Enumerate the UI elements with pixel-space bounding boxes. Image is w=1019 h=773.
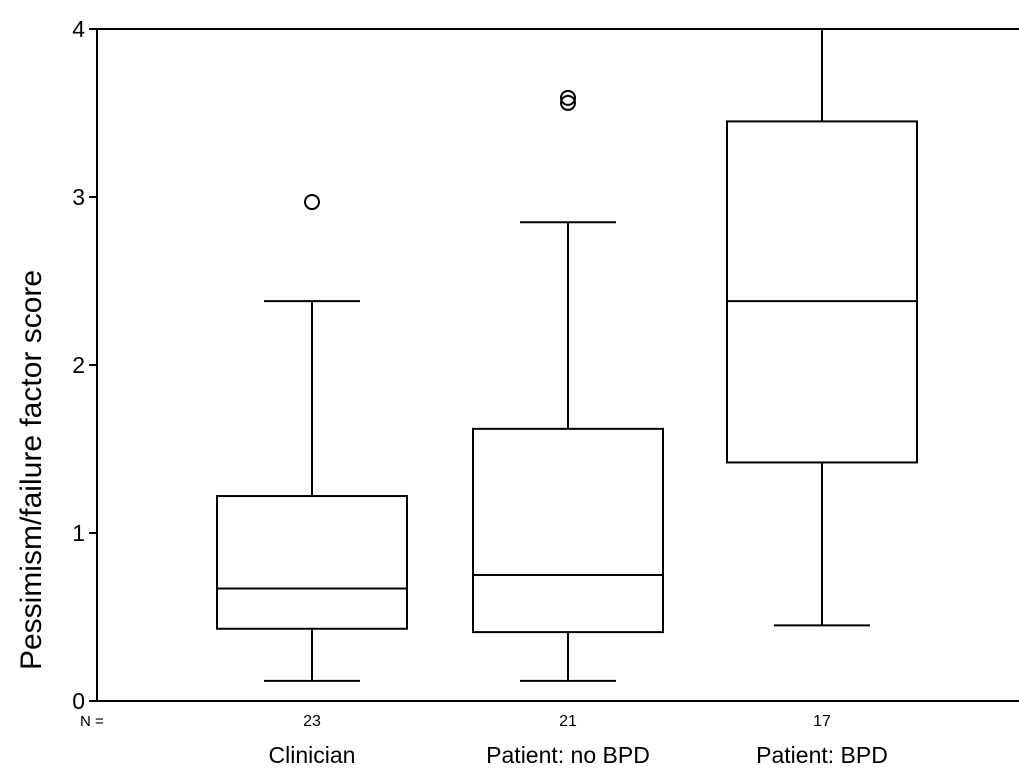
y-tick-label: 2 — [72, 352, 85, 378]
y-tick-label: 1 — [72, 520, 85, 546]
outlier-point — [560, 94, 576, 111]
y-axis-label: Pessimism/failure factor score — [15, 270, 48, 670]
outlier-point — [304, 194, 320, 211]
n-value: 17 — [813, 713, 831, 730]
y-tick-label: 0 — [72, 688, 85, 714]
n-value: 21 — [559, 713, 577, 730]
y-tick-label: 3 — [72, 184, 85, 210]
category-label: Patient: no BPD — [486, 742, 650, 768]
n-label: N = — [80, 713, 104, 730]
category-label: Clinician — [269, 742, 356, 768]
box-2: 21 Patient: no BPD — [472, 89, 664, 768]
iqr-box — [726, 120, 918, 464]
y-tick-label: 4 — [72, 16, 85, 42]
iqr-box — [472, 427, 664, 634]
outlier-point — [560, 89, 576, 106]
n-value: 23 — [303, 713, 321, 730]
iqr-box — [216, 495, 408, 630]
boxes: 23 Clinician 21 Patient: no BPD 17 Patient: B… — [216, 28, 918, 768]
box-1: 23 Clinician — [216, 194, 408, 768]
box-3: 17 Patient: BPD — [726, 28, 918, 768]
category-label: Patient: BPD — [756, 742, 888, 768]
